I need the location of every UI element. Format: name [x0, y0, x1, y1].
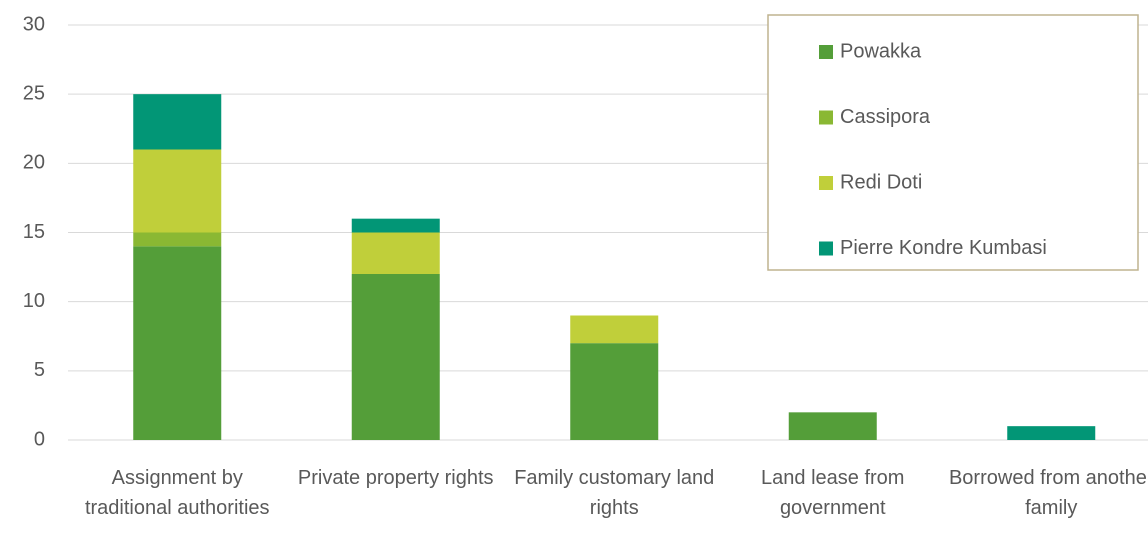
bar-segment [351, 232, 440, 274]
x-tick-label: Land lease from government [761, 467, 905, 519]
x-tick-label: Assignment by traditional authorities [84, 467, 270, 519]
bar-segment [133, 246, 222, 440]
legend-label: Powakka [840, 40, 922, 62]
y-tick-label: 30 [23, 13, 45, 35]
bar-segment [351, 274, 440, 440]
legend-label: Pierre Kondre Kumbasi [840, 237, 1047, 259]
bar-segment [351, 218, 440, 233]
legend-swatch [819, 110, 833, 125]
legend-swatch [819, 45, 833, 59]
bar-segment [133, 232, 222, 247]
y-tick-label: 15 [23, 221, 45, 243]
legend-swatch [819, 241, 833, 256]
bar-segment [1007, 426, 1096, 440]
y-tick-label: 10 [23, 290, 45, 312]
bar-segment [133, 94, 222, 150]
x-tick-label: Private property rights [297, 467, 494, 489]
legend-label: Redi Doti [840, 171, 922, 193]
bar-segment [570, 315, 659, 344]
legend-label: Cassipora [840, 106, 931, 128]
y-tick-label: 20 [23, 152, 45, 174]
y-tick-label: 0 [34, 428, 45, 450]
y-tick-label: 5 [34, 359, 45, 381]
bar-segment [133, 149, 222, 233]
x-tick-label: Borrowed from another family [948, 467, 1148, 519]
legend: Powakka Cassipora Redi Doti Pierre Kondre K… [767, 14, 1139, 271]
legend-swatch [819, 176, 833, 190]
bar-segment [570, 343, 659, 440]
x-tick-label: Family customary land rights [514, 467, 715, 519]
y-tick-label: 25 [23, 82, 45, 104]
bar-segment [788, 412, 877, 440]
